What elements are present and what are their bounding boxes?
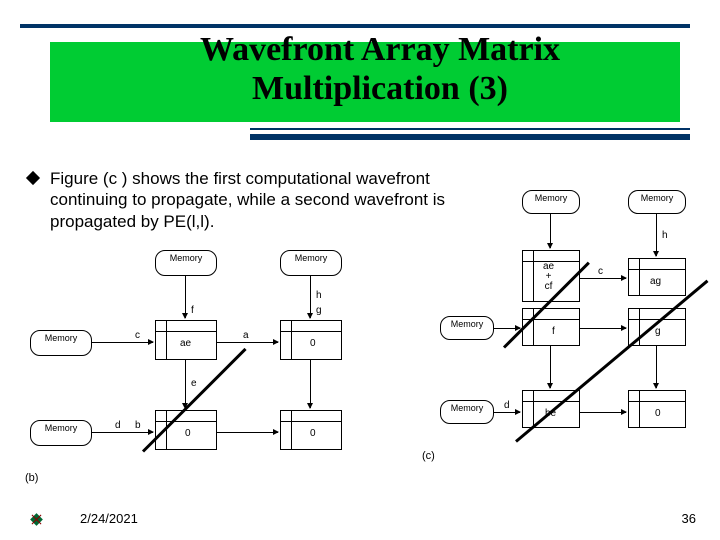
bullet-text: Figure (c ) shows the first computationa…	[50, 168, 460, 232]
arrow-right	[217, 432, 278, 433]
arrow-down	[310, 360, 311, 408]
memory-box: Memory	[155, 250, 217, 276]
pe-label: f	[552, 326, 555, 337]
arrow-down	[656, 214, 657, 256]
memory-box: Memory	[440, 316, 494, 340]
pe-label: ag	[650, 276, 661, 287]
flow-label: g	[316, 305, 322, 316]
arrow-right	[580, 412, 626, 413]
flow-label: c	[598, 266, 603, 277]
pe-label: 0	[655, 408, 661, 419]
title-rule-thin	[250, 128, 690, 130]
arrow-down	[656, 346, 657, 388]
flow-label: h	[662, 230, 668, 241]
footer-bullet-icon	[30, 513, 43, 526]
arrow-down	[550, 346, 551, 388]
arrow-right	[92, 432, 153, 433]
slide-title: Wavefront Array Matrix Multiplication (3…	[70, 30, 690, 108]
arrow-right	[494, 328, 520, 329]
diagram-sublabel: (c)	[422, 450, 435, 462]
flow-label: f	[191, 305, 194, 316]
diagram-c: Memory Memory Memory Memory ae + cf ag b…	[440, 190, 710, 470]
memory-box: Memory	[628, 190, 686, 214]
memory-box: Memory	[522, 190, 580, 214]
diagram-sublabel: (b)	[25, 472, 38, 484]
flow-label: e	[191, 378, 197, 389]
arrow-down	[185, 360, 186, 408]
diagram-b: Memory Memory Memory Memory ae 0 0 0 f h…	[25, 250, 425, 490]
bullet-item: Figure (c ) shows the first computationa…	[28, 168, 460, 232]
arrow-down	[550, 214, 551, 248]
flow-label: c	[135, 330, 140, 341]
memory-box: Memory	[440, 400, 494, 424]
flow-label: d	[115, 420, 121, 431]
arrow-right	[494, 412, 520, 413]
arrow-right	[580, 328, 626, 329]
memory-box: Memory	[280, 250, 342, 276]
bullet-icon	[26, 171, 40, 185]
flow-label: a	[243, 330, 249, 341]
flow-label: h	[316, 290, 322, 301]
footer-date: 2/24/2021	[80, 511, 138, 526]
pe-label: ae + cf	[543, 262, 554, 292]
pe-label: 0	[310, 428, 316, 439]
title-block: Wavefront Array Matrix Multiplication (3…	[70, 30, 690, 108]
title-rule-top	[20, 24, 690, 28]
title-line-1: Wavefront Array Matrix	[200, 31, 560, 68]
title-line-2: Multiplication (3)	[252, 70, 508, 107]
arrow-down	[185, 276, 186, 318]
arrow-down	[310, 276, 311, 318]
arrow-right	[217, 342, 278, 343]
arrow-right	[92, 342, 153, 343]
memory-box: Memory	[30, 420, 92, 446]
footer-page-number: 36	[682, 511, 696, 526]
flow-label: d	[504, 400, 510, 411]
pe-box	[522, 308, 580, 346]
pe-label: 0	[185, 428, 191, 439]
pe-label: 0	[310, 338, 316, 349]
arrow-right	[580, 278, 626, 279]
pe-label: g	[655, 326, 661, 337]
flow-label: b	[135, 420, 141, 431]
memory-box: Memory	[30, 330, 92, 356]
pe-label: ae	[180, 338, 191, 349]
title-rule-thick	[250, 134, 690, 140]
